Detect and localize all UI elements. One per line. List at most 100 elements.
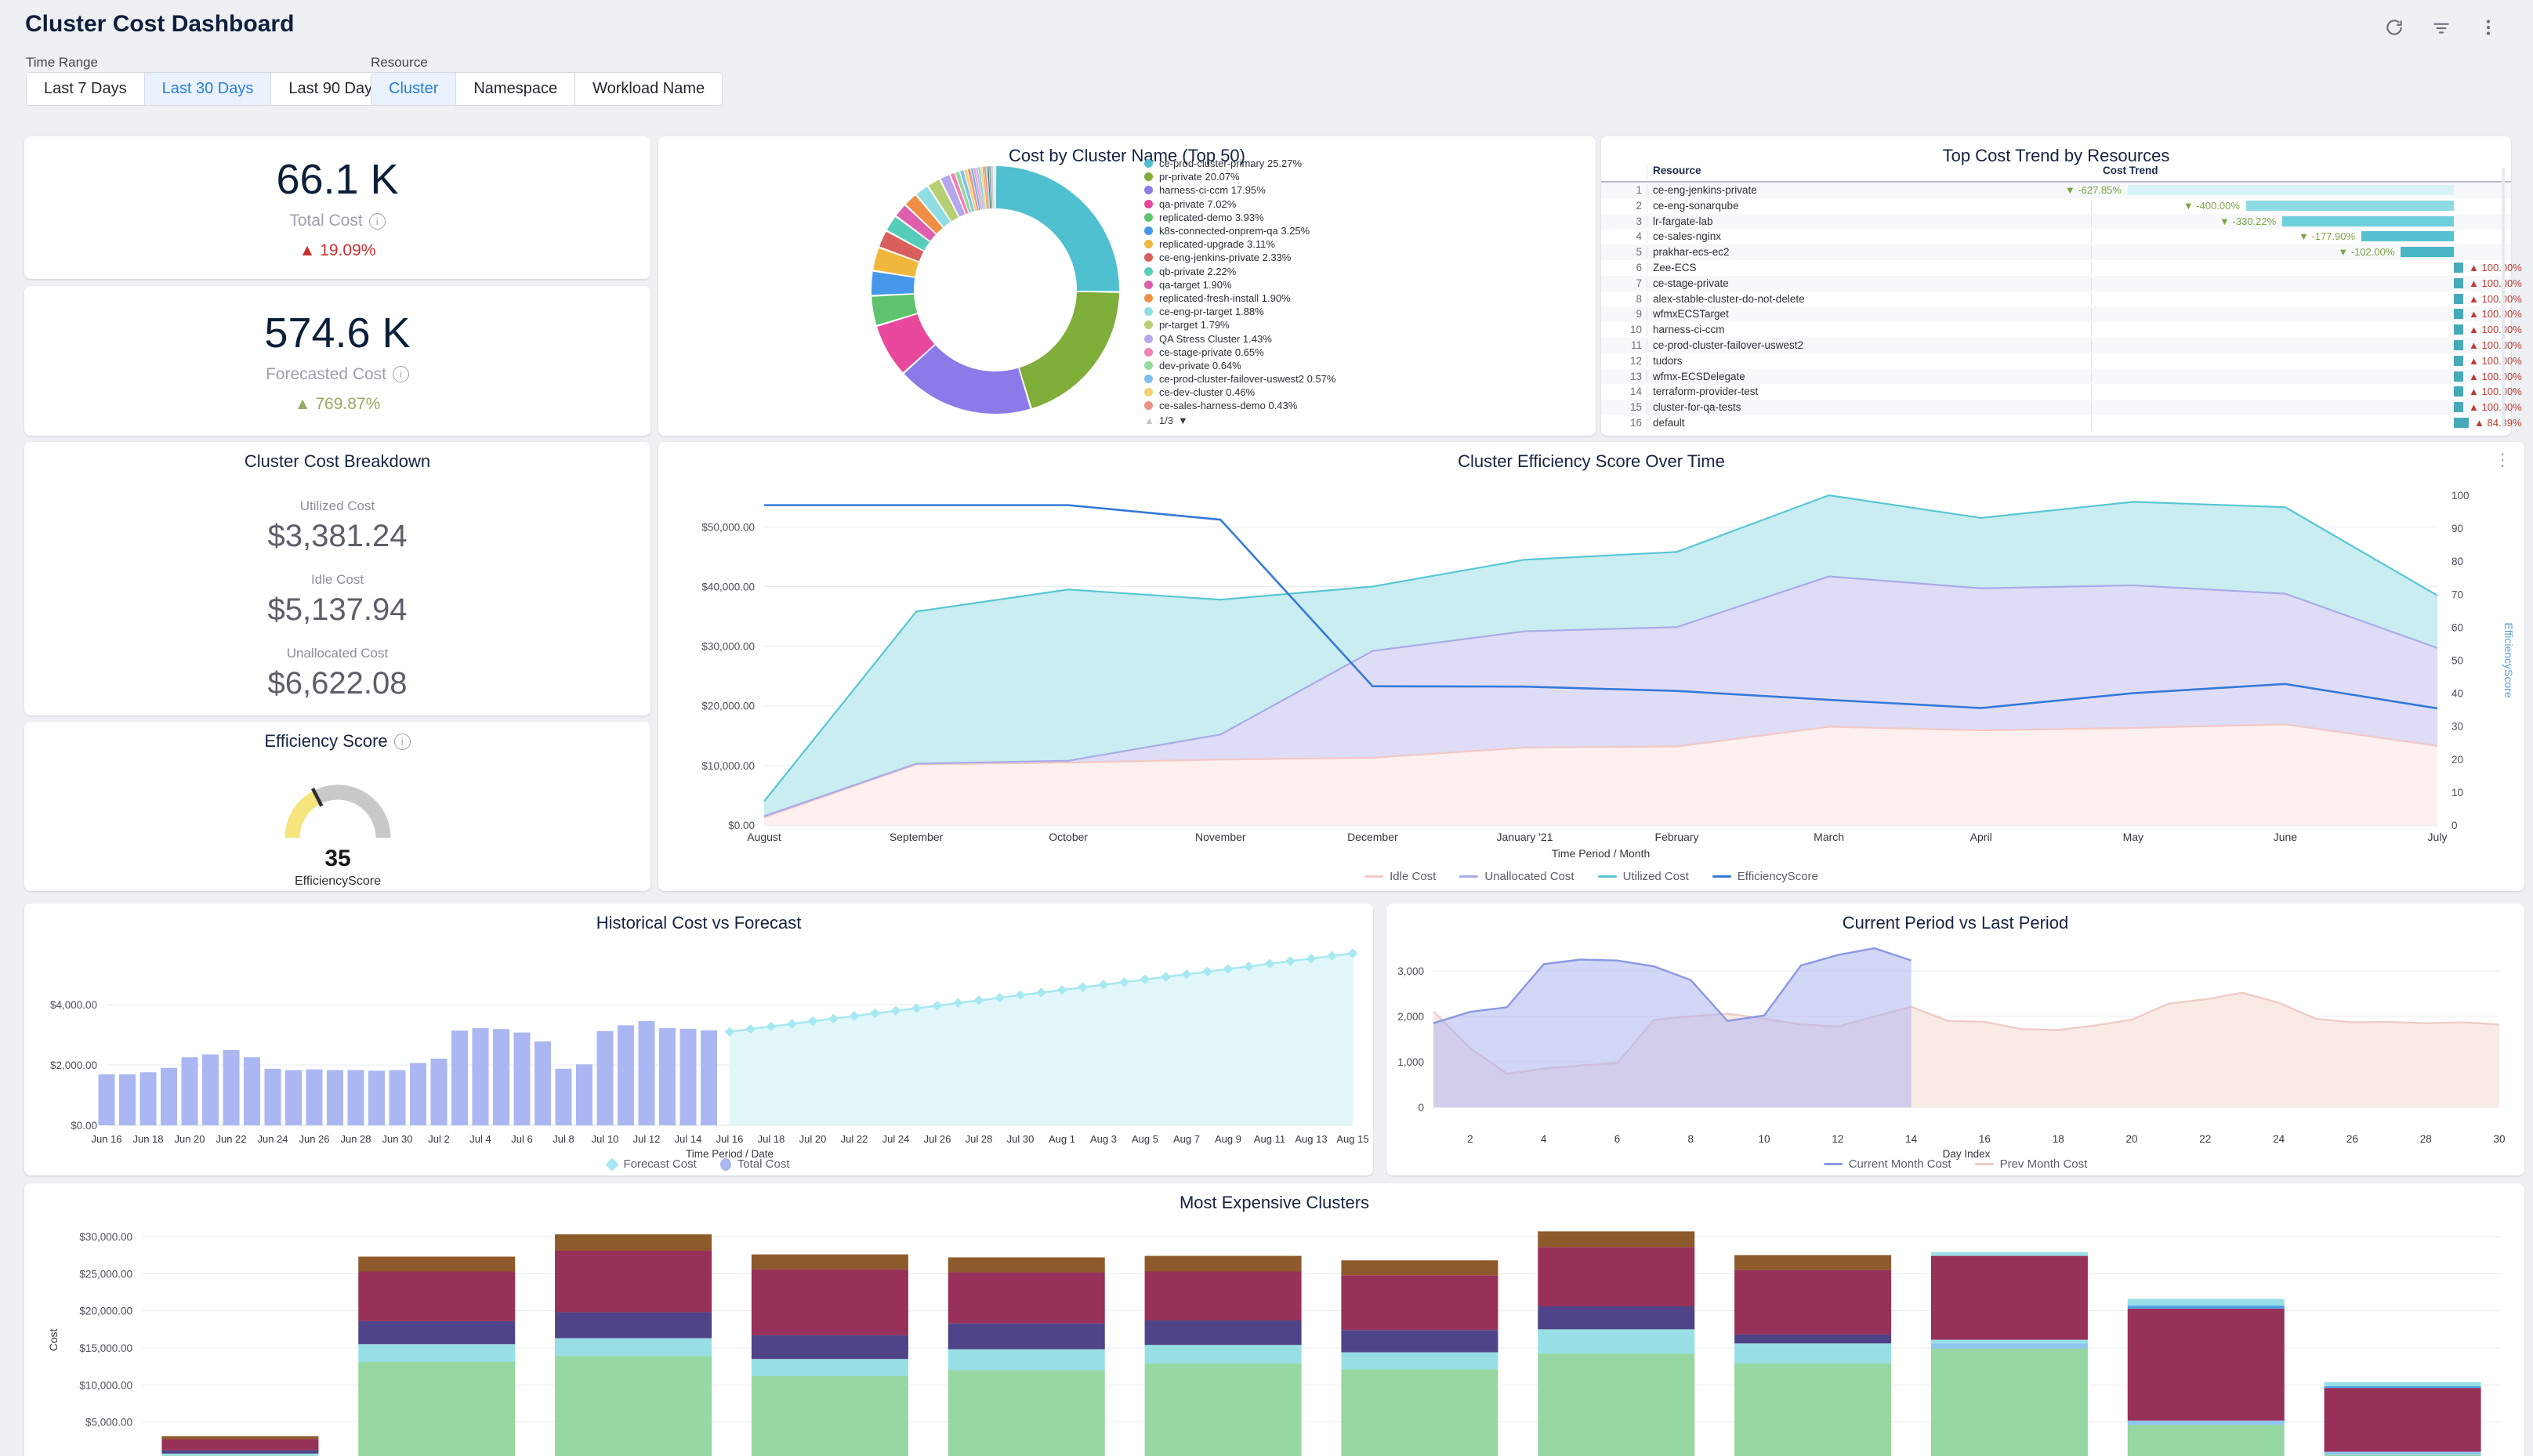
donut-segment[interactable] [886, 216, 929, 251]
stacked-bar-segment[interactable] [161, 1439, 319, 1451]
donut-segment[interactable] [995, 166, 1119, 292]
donut-segment[interactable] [877, 313, 935, 373]
stacked-bar-segment[interactable] [948, 1370, 1105, 1456]
donut-segment[interactable] [960, 170, 975, 212]
stacked-bar-segment[interactable] [948, 1272, 1105, 1324]
stacked-bar-segment[interactable] [1144, 1271, 1302, 1320]
stacked-bar-segment[interactable] [1930, 1343, 2088, 1349]
table-row[interactable]: 12 tudors ▲ 100.00% [1601, 353, 2522, 369]
legend-item-efficiencyscore[interactable]: EfficiencyScore [1712, 870, 1818, 883]
table-row[interactable]: 3 lr-fargate-lab ▼ -330.22% [1601, 213, 2511, 230]
donut-legend-item[interactable]: ce-sales-harness-demo 0.43% [1144, 399, 1335, 412]
donut-legend-item[interactable]: pr-target 1.79% [1144, 318, 1335, 331]
stacked-bar-segment[interactable] [1341, 1352, 1498, 1370]
stacked-bar-segment[interactable] [1930, 1348, 2088, 1456]
donut-legend-item[interactable]: qa-target 1.90% [1144, 278, 1335, 292]
donut-segment[interactable] [964, 169, 977, 212]
stacked-bar-segment[interactable] [2324, 1388, 2481, 1452]
stacked-bar-segment[interactable] [1538, 1247, 1695, 1306]
stacked-bar-segment[interactable] [1734, 1363, 1892, 1456]
donut-legend-item[interactable]: qb-private 2.22% [1144, 265, 1335, 278]
donut-legend-item[interactable]: k8s-connected-onprem-qa 3.25% [1144, 224, 1335, 237]
stacked-bar-segment[interactable] [1930, 1251, 2088, 1256]
stacked-bar-segment[interactable] [1538, 1231, 1695, 1248]
table-row[interactable]: 10 harness-ci-ccm ▲ 100.00% [1601, 322, 2522, 338]
donut-legend-item[interactable]: pr-private 20.07% [1144, 170, 1335, 183]
stacked-bar-segment[interactable] [555, 1338, 712, 1356]
donut-legend-item[interactable]: ce-dev-cluster 0.46% [1144, 386, 1335, 399]
donut-legend-item[interactable]: ce-eng-pr-target 1.88% [1144, 305, 1335, 318]
table-row[interactable]: 4 ce-sales-nginx ▼ -177.90% [1601, 229, 2511, 244]
donut-segment[interactable] [916, 187, 951, 227]
donut-segment[interactable] [987, 166, 991, 209]
stacked-bar-segment[interactable] [1538, 1353, 1695, 1456]
stacked-bar-segment[interactable] [555, 1356, 712, 1456]
donut-legend-item[interactable]: replicated-fresh-install 1.90% [1144, 292, 1335, 305]
stacked-bar-segment[interactable] [1341, 1275, 1498, 1331]
donut-segment[interactable] [872, 271, 915, 295]
donut-segment[interactable] [973, 168, 983, 210]
donut-legend-item[interactable]: dev-private 0.64% [1144, 359, 1335, 372]
donut-segment[interactable] [951, 172, 969, 214]
donut-segment[interactable] [940, 175, 966, 217]
donut-segment[interactable] [982, 166, 988, 209]
table-row[interactable]: 6 Zee-ECS ▲ 100.00% [1601, 260, 2522, 276]
stacked-bar-segment[interactable] [1144, 1345, 1302, 1364]
legend-item-unallocated-cost[interactable]: Unallocated Cost [1459, 870, 1575, 883]
stacked-bar-segment[interactable] [1144, 1320, 1302, 1346]
stacked-bar-segment[interactable] [1734, 1334, 1892, 1344]
stacked-bar-segment[interactable] [751, 1335, 908, 1360]
donut-segment[interactable] [955, 171, 972, 213]
table-row[interactable]: 8 alex-stable-cluster-do-not-delete ▲ 100.… [1601, 292, 2522, 307]
stacked-bar-segment[interactable] [2127, 1420, 2285, 1425]
stacked-bar-segment[interactable] [1341, 1369, 1498, 1456]
donut-legend-item[interactable]: harness-ci-ccm 17.95% [1144, 183, 1335, 197]
donut-segment[interactable] [978, 167, 985, 210]
stacked-bar-segment[interactable] [2324, 1451, 2481, 1455]
stacked-bar-segment[interactable] [2127, 1306, 2285, 1309]
stacked-bar-segment[interactable] [751, 1254, 908, 1269]
donut-segment[interactable] [993, 166, 995, 209]
table-row[interactable]: 5 prakhar-ecs-ec2 ▼ -102.00% [1601, 244, 2511, 260]
table-row[interactable]: 16 default ▲ 84.39% [1601, 415, 2522, 431]
filter-button-workload-name[interactable]: Workload Name [575, 73, 723, 105]
stacked-bar-segment[interactable] [358, 1256, 516, 1272]
donut-legend-item[interactable]: ce-stage-private 0.65% [1144, 346, 1335, 359]
stacked-bar-segment[interactable] [2127, 1425, 2285, 1456]
stacked-bar-segment[interactable] [1538, 1306, 1695, 1330]
stacked-bar-segment[interactable] [358, 1361, 516, 1456]
donut-legend-item[interactable]: ce-prod-cluster-primary 25.27% [1144, 157, 1335, 170]
donut-segment[interactable] [872, 294, 918, 325]
legend-item-total-cost[interactable]: Total Cost [719, 1157, 790, 1171]
donut-segment[interactable] [879, 231, 924, 262]
stacked-bar-segment[interactable] [1930, 1255, 2088, 1340]
donut-segment[interactable] [1019, 292, 1119, 408]
stacked-bar-segment[interactable] [1341, 1260, 1498, 1276]
donut-segment[interactable] [906, 195, 943, 234]
legend-item-prev-month-cost[interactable]: Prev Month Cost [1974, 1157, 2087, 1171]
donut-segment[interactable] [988, 166, 993, 209]
donut-legend-item[interactable]: qa-private 7.02% [1144, 197, 1335, 211]
stacked-bar-segment[interactable] [358, 1320, 516, 1345]
table-row[interactable]: 7 ce-stage-private ▲ 100.00% [1601, 275, 2522, 292]
donut-segment[interactable] [896, 205, 936, 241]
legend-item-idle-cost[interactable]: Idle Cost [1364, 870, 1436, 883]
donut-legend-item[interactable]: ce-eng-jenkins-private 2.33% [1144, 251, 1335, 264]
donut-segment[interactable] [970, 168, 981, 211]
refresh-icon[interactable] [2384, 17, 2404, 38]
stacked-bar-segment[interactable] [555, 1234, 712, 1251]
stacked-bar-segment[interactable] [161, 1453, 319, 1456]
stacked-bar-segment[interactable] [358, 1271, 516, 1321]
stacked-bar-segment[interactable] [948, 1349, 1105, 1371]
stacked-bar-segment[interactable] [2127, 1298, 2285, 1306]
table-scrollbar[interactable] [2502, 168, 2505, 428]
stacked-bar-segment[interactable] [1734, 1343, 1892, 1364]
stacked-bar-segment[interactable] [1144, 1363, 1302, 1456]
table-row[interactable]: 11 ce-prod-cluster-failover-uswest2 ▲ 100.… [1601, 337, 2522, 353]
donut-segment[interactable] [991, 166, 994, 209]
table-row[interactable]: 2 ce-eng-sonarqube ▼ -400.00% [1601, 198, 2511, 214]
stacked-bar-segment[interactable] [555, 1250, 712, 1313]
donut-segment[interactable] [928, 179, 958, 222]
donut-legend-item[interactable]: ce-prod-cluster-failover-uswest2 0.57% [1144, 372, 1335, 386]
table-row[interactable]: 13 wfmx-ECSDelegate ▲ 100.00% [1601, 368, 2522, 385]
